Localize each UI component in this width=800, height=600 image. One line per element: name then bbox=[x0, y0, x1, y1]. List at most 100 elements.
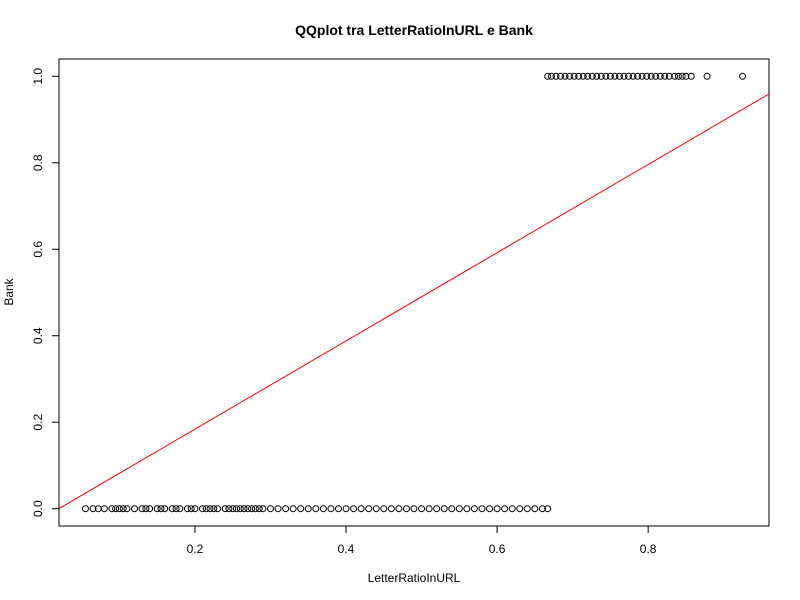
data-point bbox=[593, 72, 601, 80]
data-point bbox=[597, 72, 605, 80]
data-point bbox=[233, 505, 240, 513]
data-point bbox=[319, 505, 327, 513]
reference-line-layer bbox=[58, 93, 770, 509]
data-point bbox=[575, 72, 583, 80]
data-point bbox=[579, 72, 587, 80]
chart-title: QQplot tra LetterRatioInURL e Bank bbox=[295, 22, 533, 38]
data-point bbox=[81, 505, 89, 513]
data-point bbox=[531, 505, 539, 513]
data-point bbox=[350, 505, 358, 513]
x-tick-label: 0.6 bbox=[489, 542, 506, 556]
data-point bbox=[665, 72, 673, 80]
data-point bbox=[516, 505, 524, 513]
data-point bbox=[172, 505, 180, 513]
data-point bbox=[682, 72, 690, 80]
data-point bbox=[638, 72, 646, 80]
x-tick-label: 0.2 bbox=[187, 542, 204, 556]
data-point bbox=[538, 505, 546, 513]
data-point bbox=[523, 505, 531, 513]
data-point bbox=[251, 505, 259, 513]
data-point bbox=[168, 505, 176, 513]
data-point bbox=[552, 72, 560, 80]
data-point bbox=[191, 505, 199, 513]
y-tick-label: 0.6 bbox=[31, 241, 45, 258]
data-point bbox=[625, 72, 633, 80]
y-tick-label: 0.4 bbox=[31, 327, 45, 344]
data-point bbox=[304, 505, 312, 513]
data-point bbox=[119, 505, 127, 513]
y-axis: 0.0 0.2 0.4 0.6 0.8 1.0 bbox=[31, 68, 60, 517]
data-point bbox=[225, 505, 233, 513]
data-point bbox=[615, 72, 623, 80]
data-point bbox=[199, 505, 207, 513]
data-point bbox=[418, 505, 426, 513]
data-point bbox=[274, 505, 282, 513]
data-point bbox=[248, 505, 256, 513]
data-point bbox=[703, 72, 711, 80]
data-point bbox=[161, 505, 169, 513]
data-point bbox=[643, 72, 651, 80]
data-point bbox=[259, 505, 267, 513]
data-point bbox=[342, 505, 350, 513]
data-point bbox=[584, 72, 592, 80]
x-axis-label: LetterRatioInURL bbox=[368, 571, 461, 585]
x-axis: 0.2 0.4 0.6 0.8 bbox=[187, 525, 657, 556]
y-tick-label: 1.0 bbox=[31, 68, 45, 85]
data-point bbox=[606, 72, 614, 80]
data-point bbox=[544, 72, 552, 80]
data-point bbox=[255, 505, 263, 513]
data-point bbox=[183, 505, 191, 513]
data-point bbox=[561, 72, 569, 80]
data-point bbox=[100, 505, 108, 513]
data-point bbox=[112, 505, 120, 513]
data-point bbox=[501, 505, 509, 513]
data-point bbox=[629, 72, 637, 80]
data-point bbox=[282, 505, 290, 513]
data-point bbox=[455, 505, 463, 513]
data-point bbox=[739, 72, 747, 80]
data-point bbox=[289, 505, 297, 513]
data-point bbox=[387, 505, 395, 513]
data-point bbox=[508, 505, 516, 513]
data-point bbox=[602, 72, 610, 80]
data-point bbox=[687, 72, 695, 80]
data-point bbox=[448, 505, 456, 513]
data-point bbox=[146, 505, 154, 513]
data-point bbox=[240, 505, 248, 513]
data-point bbox=[123, 505, 131, 513]
data-point bbox=[380, 505, 388, 513]
data-point bbox=[620, 72, 628, 80]
data-point bbox=[229, 505, 237, 513]
data-point bbox=[547, 72, 555, 80]
data-point bbox=[297, 505, 305, 513]
data-point bbox=[357, 505, 365, 513]
data-point bbox=[402, 505, 410, 513]
data-point bbox=[108, 505, 116, 513]
data-point bbox=[395, 505, 403, 513]
data-point bbox=[202, 505, 210, 513]
y-axis-label: Bank bbox=[2, 277, 16, 305]
data-point bbox=[138, 505, 146, 513]
data-point bbox=[433, 505, 441, 513]
plot-frame bbox=[58, 58, 770, 527]
data-point bbox=[187, 505, 195, 513]
data-point bbox=[214, 505, 222, 513]
y-tick-label: 0.8 bbox=[31, 154, 45, 171]
data-point bbox=[236, 505, 244, 513]
y-tick-label: 0.0 bbox=[31, 500, 45, 517]
data-point bbox=[647, 72, 655, 80]
data-point bbox=[544, 505, 552, 513]
reference-line bbox=[58, 93, 770, 509]
x-tick-label: 0.8 bbox=[640, 542, 657, 556]
data-point bbox=[652, 72, 660, 80]
data-point bbox=[566, 72, 574, 80]
data-point bbox=[89, 505, 97, 513]
x-tick-label: 0.4 bbox=[338, 542, 355, 556]
data-point bbox=[334, 505, 342, 513]
data-point bbox=[372, 505, 380, 513]
data-point bbox=[221, 505, 229, 513]
y-tick-label: 0.2 bbox=[31, 414, 45, 431]
data-point bbox=[365, 505, 373, 513]
data-point bbox=[656, 72, 664, 80]
data-point bbox=[674, 72, 682, 80]
